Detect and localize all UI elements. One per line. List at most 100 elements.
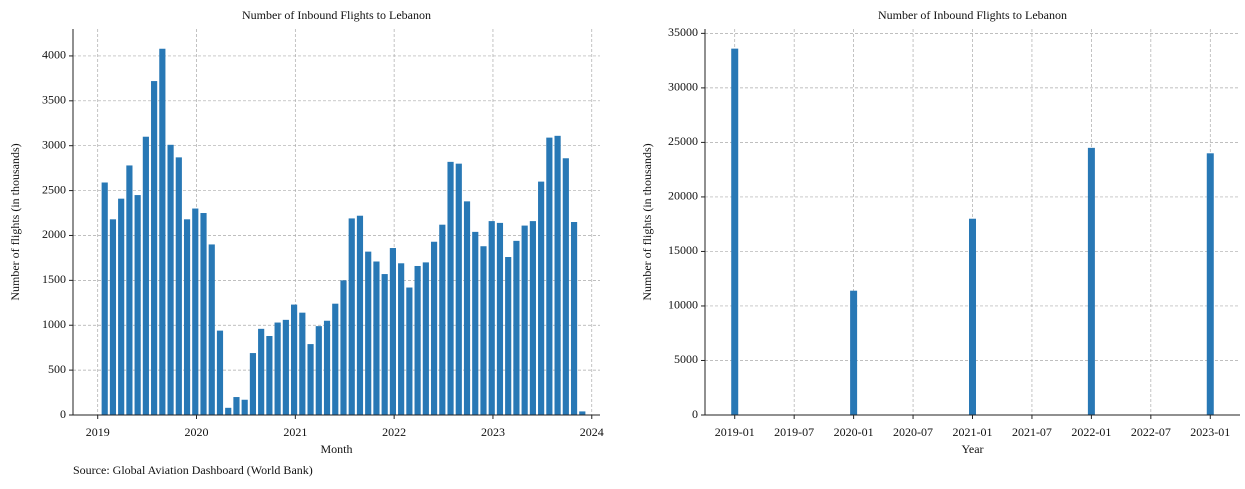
bar — [381, 274, 388, 415]
bar — [439, 224, 446, 415]
bar — [225, 407, 232, 415]
y-tick-label: 20000 — [668, 189, 698, 203]
x-tick-label: 2019-07 — [774, 425, 814, 439]
bar — [249, 353, 257, 415]
y-tick-label: 1000 — [42, 317, 66, 331]
bar — [348, 218, 355, 415]
bar — [546, 137, 553, 416]
bar — [274, 322, 281, 415]
y-tick-label: 35000 — [668, 25, 698, 39]
bar — [472, 231, 479, 415]
bar — [126, 165, 133, 415]
bar — [529, 221, 536, 415]
bar — [373, 261, 380, 415]
x-tick-label: 2019 — [86, 425, 110, 439]
bar — [282, 319, 289, 415]
bar — [463, 201, 471, 415]
bar — [969, 218, 976, 415]
y-axis-label: Number of flights (in thousands) — [8, 143, 22, 300]
y-axis-label: Number of flights (in thousands) — [640, 143, 654, 300]
bar — [398, 263, 405, 415]
bar — [258, 328, 265, 415]
bar — [323, 320, 331, 415]
x-tick-label: 2022-07 — [1131, 425, 1171, 439]
bar — [307, 344, 314, 415]
bar — [1087, 147, 1095, 416]
x-tick-label: 2019-01 — [715, 425, 755, 439]
x-tick-label: 2021-07 — [1012, 425, 1052, 439]
bar — [406, 287, 413, 415]
bar — [513, 240, 520, 415]
x-tick-label: 2020-01 — [834, 425, 874, 439]
chart-title: Number of Inbound Flights to Lebanon — [878, 8, 1067, 22]
y-tick-label: 3000 — [42, 137, 66, 151]
bar — [570, 222, 578, 415]
bar — [414, 265, 421, 415]
bar — [159, 48, 166, 415]
x-tick-label: 2021 — [283, 425, 307, 439]
bar — [365, 251, 372, 415]
bar — [183, 219, 191, 415]
bar — [538, 181, 545, 415]
bar — [356, 215, 364, 415]
bar — [175, 157, 182, 416]
bar — [422, 262, 429, 415]
x-tick-label: 2023 — [481, 425, 505, 439]
source-note: Source: Global Aviation Dashboard (World… — [73, 463, 313, 477]
bar — [430, 241, 438, 415]
bar — [291, 304, 298, 415]
y-tick-label: 4000 — [42, 48, 66, 62]
x-tick-label: 2024 — [580, 425, 604, 439]
bar — [340, 280, 347, 415]
bar — [118, 198, 125, 415]
y-tick-label: 0 — [60, 407, 66, 421]
bar — [488, 221, 495, 415]
bar — [134, 195, 141, 415]
bar — [455, 163, 462, 415]
y-tick-label: 2500 — [42, 182, 66, 196]
chart-title: Number of Inbound Flights to Lebanon — [242, 8, 431, 22]
bar — [200, 213, 207, 415]
bar — [266, 336, 273, 415]
bar — [731, 48, 739, 416]
bar — [332, 303, 339, 415]
bar — [579, 411, 586, 415]
bar — [151, 81, 158, 415]
y-tick-label: 15000 — [668, 243, 698, 257]
x-tick-label: 2020-07 — [893, 425, 933, 439]
bar — [192, 208, 199, 415]
bar — [299, 312, 306, 415]
bar — [142, 136, 149, 415]
bar — [109, 219, 117, 415]
bar — [521, 225, 528, 415]
y-tick-label: 5000 — [674, 352, 698, 366]
y-tick-label: 30000 — [668, 80, 698, 94]
bar — [241, 399, 248, 415]
bar — [505, 257, 512, 415]
x-tick-label: 2021-01 — [953, 425, 993, 439]
bar — [447, 161, 454, 415]
x-axis-label: Year — [961, 442, 983, 456]
bar — [167, 144, 174, 416]
bar — [496, 222, 504, 415]
bar — [850, 290, 858, 415]
bar — [233, 397, 240, 415]
x-axis-label: Month — [320, 442, 352, 456]
x-tick-label: 2020 — [185, 425, 209, 439]
bar — [101, 182, 108, 415]
y-tick-label: 3500 — [42, 93, 66, 107]
bar — [562, 158, 569, 415]
bar — [1206, 153, 1214, 415]
y-tick-label: 2000 — [42, 227, 66, 241]
y-tick-label: 1500 — [42, 272, 66, 286]
y-tick-label: 500 — [48, 362, 66, 376]
y-tick-label: 25000 — [668, 134, 698, 148]
bar — [208, 244, 215, 415]
x-tick-label: 2022 — [382, 425, 406, 439]
bar — [315, 326, 322, 415]
y-tick-label: 10000 — [668, 298, 698, 312]
bar — [216, 330, 224, 415]
x-tick-label: 2022-01 — [1071, 425, 1111, 439]
y-tick-label: 0 — [692, 407, 698, 421]
